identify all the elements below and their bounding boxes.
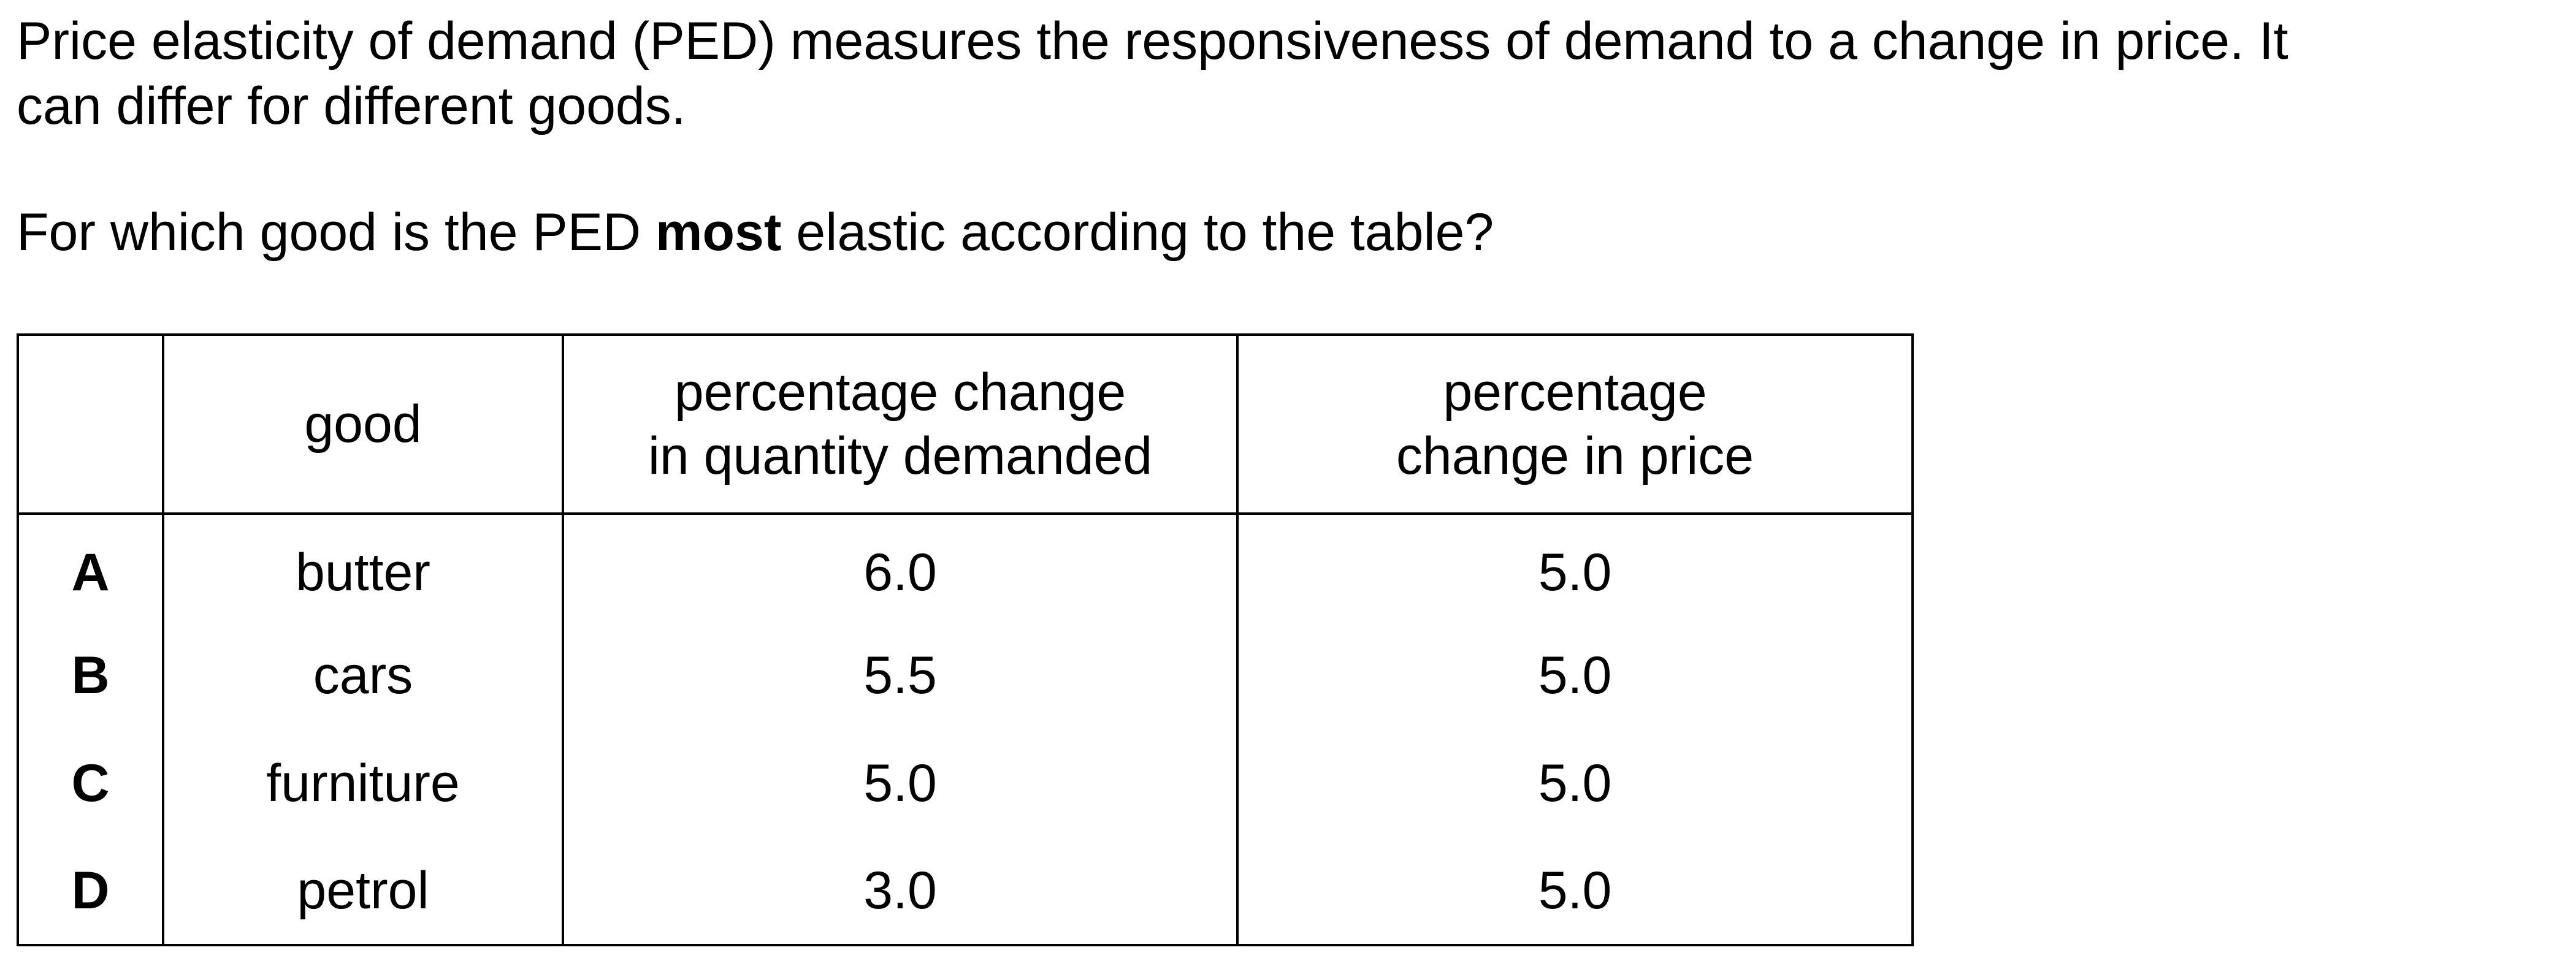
intro-line-2: can differ for different goods. — [17, 77, 686, 135]
intro-line-1: Price elasticity of demand (PED) measure… — [17, 12, 2288, 70]
quantity-change-cell: 5.0 — [562, 729, 1237, 837]
table-row: D petrol 3.0 5.0 — [18, 837, 1913, 945]
question-after: elastic according to the table? — [781, 203, 1494, 262]
price-change-cell: 5.0 — [1236, 621, 1913, 729]
header-price-line-1: percentage — [1443, 363, 1707, 422]
quantity-change-cell: 6.0 — [562, 514, 1237, 621]
table-body: A butter 6.0 5.0 B cars 5.5 5.0 C furnit… — [18, 514, 1913, 945]
good-cell: butter — [162, 514, 563, 621]
quantity-change-cell: 3.0 — [562, 837, 1237, 945]
header-row: good percentage change in quantity deman… — [18, 335, 1913, 515]
quantity-change-cell: 5.5 — [562, 621, 1237, 729]
option-label: D — [71, 861, 110, 920]
table-row: A butter 6.0 5.0 — [18, 514, 1913, 621]
intro-paragraph: Price elasticity of demand (PED) measure… — [17, 9, 2531, 139]
price-change-cell: 5.0 — [1236, 837, 1913, 945]
question-before: For which good is the PED — [17, 203, 656, 262]
price-change-cell: 5.0 — [1236, 514, 1913, 621]
header-price-change: percentage change in price — [1236, 335, 1913, 515]
header-quantity-change: percentage change in quantity demanded — [562, 335, 1237, 515]
good-cell: furniture — [162, 729, 563, 837]
header-option — [18, 335, 163, 515]
option-label: A — [71, 542, 110, 602]
price-change-cell: 5.0 — [1236, 729, 1913, 837]
table-row: B cars 5.5 5.0 — [18, 621, 1913, 729]
header-quantity-line-1: percentage change — [674, 363, 1126, 422]
option-label: B — [71, 645, 110, 705]
option-label: C — [71, 753, 110, 813]
question-emphasis: most — [655, 203, 782, 262]
ped-table: good percentage change in quantity deman… — [17, 333, 1914, 946]
good-cell: petrol — [162, 837, 563, 945]
header-price-line-2: change in price — [1396, 427, 1754, 485]
header-quantity-line-2: in quantity demanded — [648, 427, 1153, 485]
table-row: C furniture 5.0 5.0 — [18, 729, 1913, 837]
question-text: For which good is the PED most elastic a… — [17, 200, 1494, 265]
header-good: good — [162, 335, 563, 515]
table-header: good percentage change in quantity deman… — [18, 335, 1913, 515]
good-cell: cars — [162, 621, 563, 729]
